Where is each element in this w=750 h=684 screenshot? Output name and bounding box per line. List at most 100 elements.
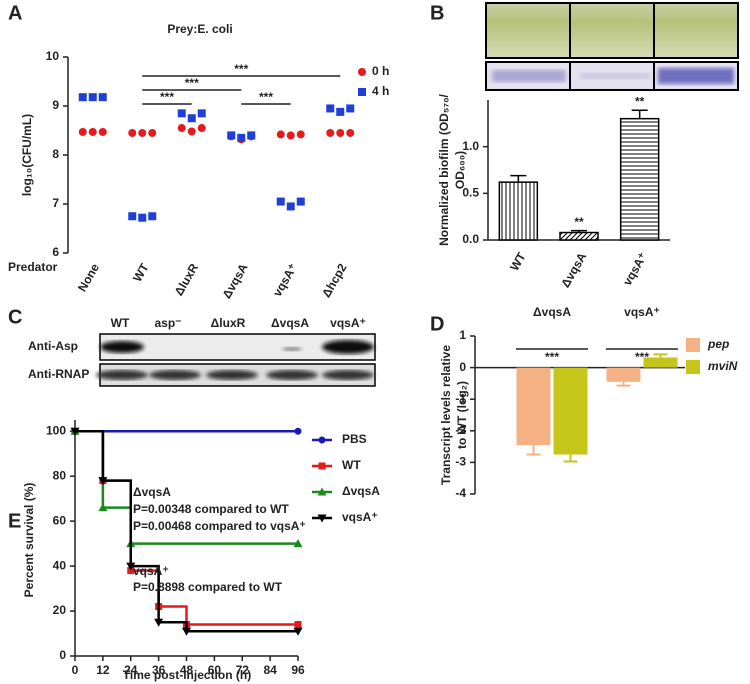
significance-label: *** <box>185 76 199 90</box>
row-label: Anti-Asp <box>28 339 78 353</box>
annotation: P=0.00468 compared to vqsA⁺ <box>133 519 306 533</box>
significance-label: ** <box>574 215 584 229</box>
point <box>98 127 107 136</box>
y-tick-label: 6 <box>52 245 59 259</box>
point <box>148 212 157 221</box>
point <box>296 197 305 206</box>
lane-label: vqsA⁺ <box>330 316 366 330</box>
x-axis-label: Time post-injection (h) <box>123 668 251 682</box>
y-tick-label: 9 <box>52 98 59 112</box>
point <box>98 93 107 102</box>
point <box>177 109 186 118</box>
lane-label: WT <box>111 316 130 330</box>
point <box>296 130 305 139</box>
x-tick-label: ΔvqsA <box>533 305 571 319</box>
significance-label: *** <box>234 62 248 76</box>
point <box>317 514 327 523</box>
x-tick-label: 12 <box>96 663 110 677</box>
legend-label: 4 h <box>372 84 389 98</box>
y-tick-label: 0 <box>59 648 66 662</box>
significance-label: *** <box>545 350 559 364</box>
y-tick-label: 10 <box>46 49 60 63</box>
bar <box>606 367 641 382</box>
y-axis-label: log₁₀(CFU/mL) <box>20 114 34 196</box>
point <box>358 88 366 96</box>
y-tick-label: 8 <box>52 147 59 161</box>
x-tick-label: 48 <box>180 663 194 677</box>
point <box>286 202 295 211</box>
y-tick-label: 80 <box>53 468 67 482</box>
y-tick-label: 0.5 <box>462 186 479 200</box>
x-tick-label: 72 <box>236 663 250 677</box>
y-axis-label: Normalized biofilm (OD₅₇₀/ <box>437 93 451 245</box>
point <box>358 68 366 76</box>
x-tick-label: Δhcp2 <box>319 261 350 300</box>
legend-swatch <box>686 338 700 352</box>
point <box>336 107 345 116</box>
x-tick-label: WT <box>507 250 529 274</box>
point <box>154 618 164 627</box>
point <box>293 627 303 636</box>
point <box>326 128 335 137</box>
point <box>70 427 80 436</box>
legend-label: ΔvqsA <box>342 484 380 498</box>
x-tick-label: 96 <box>291 663 305 677</box>
y-tick-label: 20 <box>53 603 67 617</box>
point <box>197 109 206 118</box>
point <box>88 93 97 102</box>
point <box>187 127 196 136</box>
legend-label: vqsA⁺ <box>342 510 378 524</box>
legend-label: 0 h <box>372 64 389 78</box>
significance-label: ** <box>635 94 645 108</box>
y-tick-label: -2 <box>455 423 466 437</box>
y-tick-label: 1 <box>459 328 466 342</box>
annotation: ΔvqsA <box>133 485 171 499</box>
point <box>294 427 302 435</box>
point <box>197 124 206 133</box>
y-axis-label: Transcript levels relative <box>439 345 453 485</box>
lane-label: ΔvqsA <box>271 316 309 330</box>
point <box>293 539 303 548</box>
panel-letter: B <box>430 2 444 24</box>
error-bar <box>510 174 527 183</box>
x-tick-label: 84 <box>263 663 277 677</box>
lane-label: ΔluxR <box>211 316 246 330</box>
point <box>98 477 108 486</box>
x-tick-label: None <box>75 261 102 294</box>
bar <box>498 181 539 241</box>
point <box>126 562 136 571</box>
x-tick-label: vqsA⁺ <box>620 250 650 288</box>
error-bar <box>571 229 587 233</box>
point <box>336 128 345 137</box>
panel-letter: C <box>8 306 22 328</box>
point <box>128 128 137 137</box>
x-tick-label: vqsA⁺ <box>270 261 300 299</box>
lane-label: asp⁻ <box>154 316 181 330</box>
western-blot <box>96 333 376 387</box>
point <box>317 487 327 496</box>
y-tick-label: 60 <box>53 513 67 527</box>
error-bar <box>631 109 648 119</box>
panel-letter: A <box>8 2 22 24</box>
point <box>138 213 147 222</box>
point <box>138 128 147 137</box>
significance-label: *** <box>259 90 273 104</box>
y-tick-label: 40 <box>53 558 67 572</box>
survival-line <box>75 429 298 633</box>
x-tick-label: 60 <box>208 663 222 677</box>
legend-label: pep <box>707 337 729 351</box>
legend-swatch <box>686 360 700 374</box>
error-bar <box>653 353 668 358</box>
row-label: Anti-RNAP <box>28 367 89 381</box>
point <box>148 128 157 137</box>
chart-title: Prey:E. coli <box>167 22 232 36</box>
y-tick-label: -4 <box>455 486 466 500</box>
annotation: P=0.8898 compared to WT <box>133 580 283 594</box>
point <box>318 436 326 444</box>
annotation: P=0.00348 compared to WT <box>133 502 289 516</box>
error-bar <box>563 454 578 463</box>
point <box>318 462 326 470</box>
biofilm-photos <box>485 2 739 91</box>
legend-label: mviN <box>708 359 738 373</box>
y-tick-label: 100 <box>46 423 66 437</box>
